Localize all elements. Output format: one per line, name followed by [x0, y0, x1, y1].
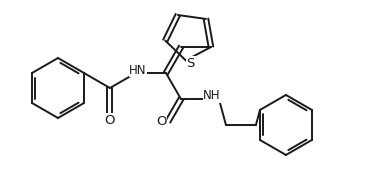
Text: S: S — [187, 57, 195, 70]
Text: NH: NH — [203, 90, 221, 103]
Text: O: O — [105, 114, 115, 127]
Text: HN: HN — [129, 64, 147, 77]
Text: O: O — [156, 115, 166, 128]
